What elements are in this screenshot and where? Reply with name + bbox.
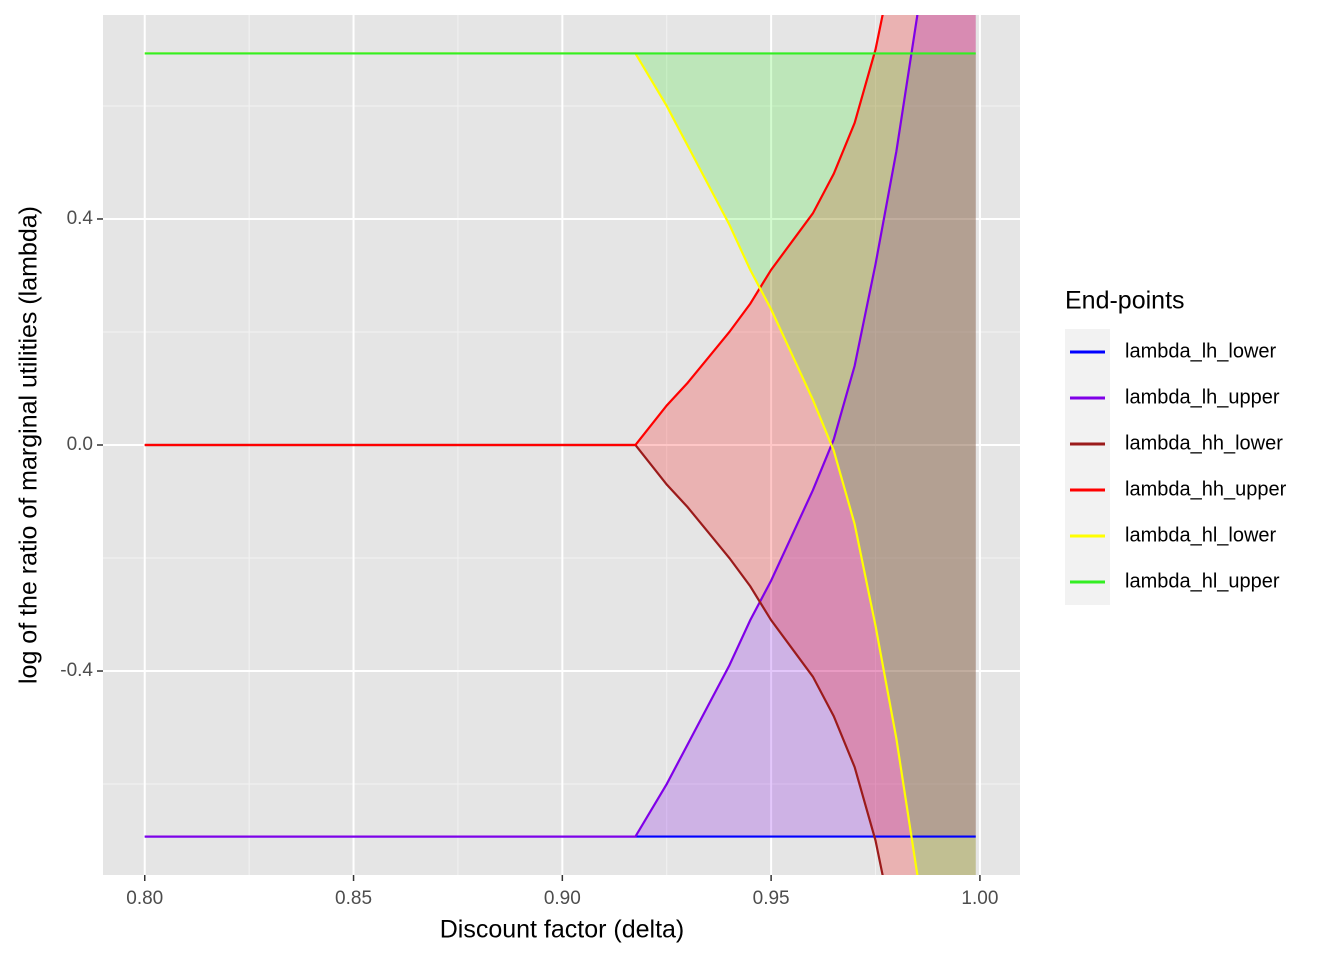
plot-layer	[144, 15, 976, 875]
legend-label: lambda_lh_upper	[1125, 386, 1280, 408]
legend-label: lambda_hl_upper	[1125, 570, 1280, 592]
x-tick-label: 0.90	[544, 888, 581, 909]
y-tick-label: 0.4	[67, 208, 94, 229]
legend-label: lambda_hl_lower	[1125, 524, 1277, 546]
x-tick-label: 1.00	[961, 888, 998, 909]
legend-label: lambda_hh_upper	[1125, 478, 1287, 500]
legend-label: lambda_hh_lower	[1125, 432, 1283, 454]
ribbon	[144, 15, 976, 875]
legend-label: lambda_lh_lower	[1125, 340, 1277, 362]
x-tick-label: 0.80	[126, 888, 163, 909]
y-axis-title: log of the ratio of marginal utilities (…	[15, 206, 43, 684]
series-line	[144, 15, 884, 447]
y-tick-label: -0.4	[60, 660, 93, 681]
x-tick-label: 0.95	[753, 888, 790, 909]
y-tick-label: 0.0	[67, 434, 93, 455]
x-axis-title: Discount factor (delta)	[440, 916, 685, 944]
series-line	[144, 52, 919, 875]
legend-title: End-points	[1065, 287, 1185, 315]
ribbon	[144, 15, 976, 837]
x-tick-label: 0.85	[335, 888, 372, 909]
series-line	[144, 443, 884, 875]
ribbon	[144, 53, 976, 875]
series-line	[144, 15, 919, 838]
